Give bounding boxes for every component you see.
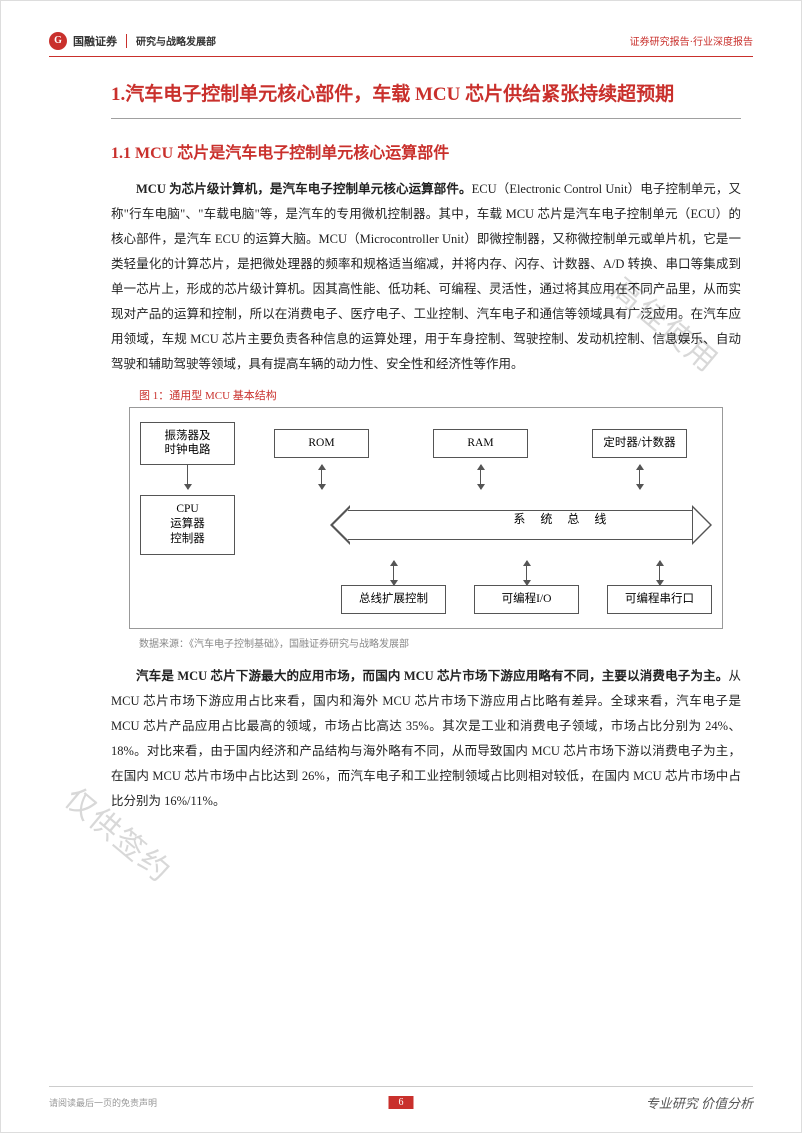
company-logo-icon: G <box>49 32 67 50</box>
paragraph-1: MCU 为芯片级计算机，是汽车电子控制单元核心运算部件。ECU（Electron… <box>111 177 741 377</box>
bus-label: 系 统 总 线 <box>513 510 612 527</box>
header-left: G 国融证券 研究与战略发展部 <box>49 32 216 50</box>
arrow-updown-icon <box>526 561 527 585</box>
page-footer: 请阅读最后一页的免责声明 6 专业研究 价值分析 <box>49 1086 753 1112</box>
heading-1: 1.汽车电子控制单元核心部件，车载 MCU 芯片供给紧张持续超预期 <box>111 81 741 110</box>
node-timer: 定时器/计数器 <box>592 429 687 458</box>
footer-disclaimer: 请阅读最后一页的免责声明 <box>49 1096 157 1109</box>
diagram-bus-row: CPU运算器控制器 系 统 总 线 <box>140 495 712 555</box>
page-number: 6 <box>389 1096 414 1109</box>
para2-lead: 汽车是 MCU 芯片下游最大的应用市场，而国内 MCU 芯片市场下游应用略有不同… <box>136 669 728 683</box>
document-type: 证券研究报告·行业深度报告 <box>630 33 753 48</box>
para1-lead: MCU 为芯片级计算机，是汽车电子控制单元核心运算部件。 <box>136 182 472 196</box>
footer-slogan: 专业研究 价值分析 <box>646 1093 753 1112</box>
system-bus: 系 统 总 线 <box>330 510 712 540</box>
mcu-block-diagram: 振荡器及时钟电路 ROM RAM 定时器/计数器 CPU运算器控制器 <box>129 407 723 630</box>
figure-caption: 图 1：通用型 MCU 基本结构 <box>139 387 741 403</box>
document-page: 高佳使用 使用 仅供签约 G 国融证券 研究与战略发展部 证券研究报告·行业深度… <box>0 0 802 1133</box>
heading-2: 1.1 MCU 芯片是汽车电子控制单元核心运算部件 <box>111 139 741 163</box>
node-ram: RAM <box>433 429 528 458</box>
node-cpu: CPU运算器控制器 <box>140 495 235 555</box>
content-area: 1.汽车电子控制单元核心部件，车载 MCU 芯片供给紧张持续超预期 1.1 MC… <box>111 81 741 824</box>
department-name: 研究与战略发展部 <box>136 33 216 48</box>
para1-body: ECU（Electronic Control Unit）电子控制单元，又称"行车… <box>111 182 741 371</box>
figure-source: 数据来源：《汽车电子控制基础》，国融证券研究与战略发展部 <box>139 635 741 650</box>
node-rom: ROM <box>274 429 369 458</box>
diagram-bottom-row: 总线扩展控制 可编程I/O 可编程串行口 <box>140 585 712 614</box>
bus-arrow-left-icon <box>330 505 350 545</box>
paragraph-2: 汽车是 MCU 芯片下游最大的应用市场，而国内 MCU 芯片市场下游应用略有不同… <box>111 664 741 814</box>
arrow-updown-icon <box>659 561 660 585</box>
arrow-updown-icon <box>321 465 322 489</box>
node-prog-serial: 可编程串行口 <box>607 585 712 614</box>
para2-body: 从 MCU 芯片市场下游应用占比来看，国内和海外 MCU 芯片市场下游应用占比略… <box>111 669 741 808</box>
bus-arrow-right-icon <box>692 505 712 545</box>
node-bus-ext: 总线扩展控制 <box>341 585 446 614</box>
connector-row-top <box>140 465 712 489</box>
arrow-updown-icon <box>480 465 481 489</box>
page-header: G 国融证券 研究与战略发展部 证券研究报告·行业深度报告 <box>49 29 753 57</box>
company-name: 国融证券 <box>73 33 117 49</box>
node-oscillator: 振荡器及时钟电路 <box>140 422 235 466</box>
header-separator <box>126 34 127 48</box>
arrow-updown-icon <box>393 561 394 585</box>
connector-row-bottom <box>140 561 712 585</box>
arrow-updown-icon <box>639 465 640 489</box>
diagram-top-row: 振荡器及时钟电路 ROM RAM 定时器/计数器 <box>140 422 712 466</box>
arrow-down-icon <box>187 465 188 489</box>
heading-divider <box>111 118 741 119</box>
node-prog-io: 可编程I/O <box>474 585 579 614</box>
